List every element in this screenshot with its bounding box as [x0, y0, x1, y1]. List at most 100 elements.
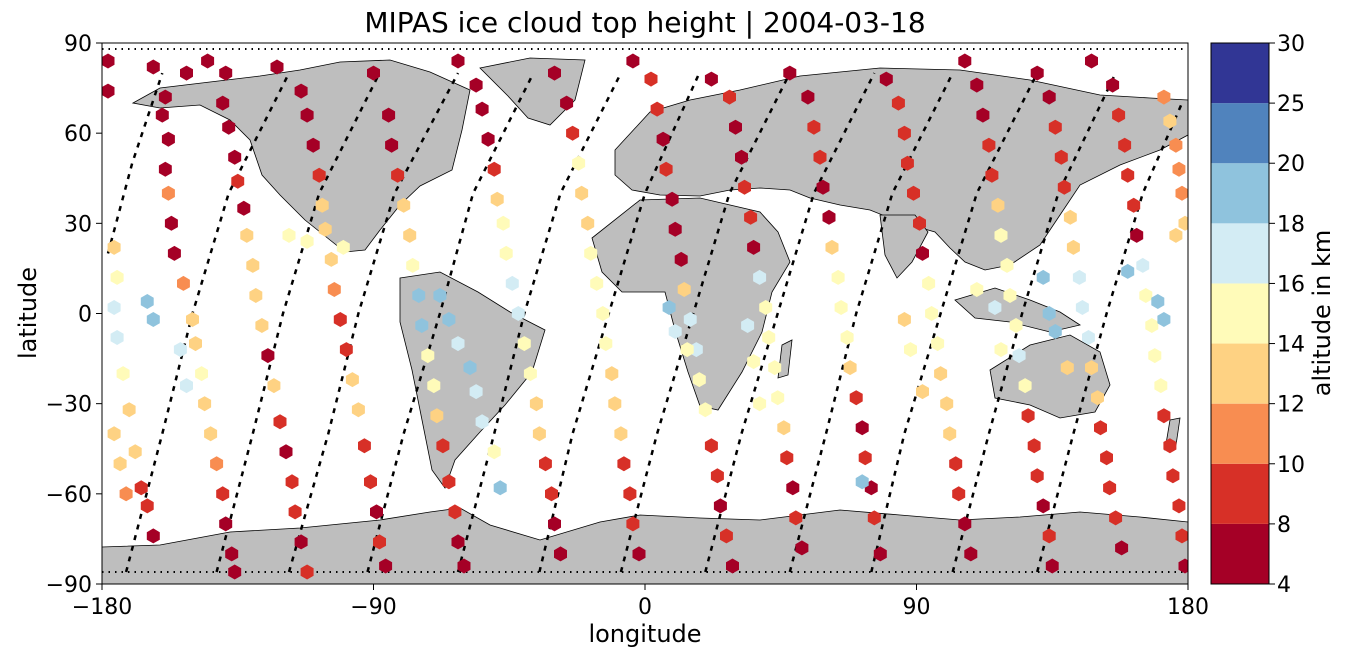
cloud-point — [1018, 378, 1032, 394]
cloud-point — [475, 414, 489, 430]
cloud-point — [333, 312, 347, 327]
cloud-point — [1175, 185, 1188, 201]
cloud-point — [146, 528, 160, 544]
cloud-point — [146, 59, 160, 75]
cloud-point — [1106, 77, 1120, 93]
cloud-point — [710, 468, 724, 484]
cloud-point — [140, 294, 154, 309]
cloud-point — [300, 107, 314, 123]
cloud-point — [575, 185, 589, 201]
cloud-point — [605, 366, 619, 382]
cloud-point — [1036, 269, 1050, 285]
cloud-point — [1042, 89, 1056, 105]
cloud-point — [873, 546, 887, 562]
cloud-point — [1082, 330, 1095, 345]
cloud-point — [584, 245, 598, 261]
cloud-point — [448, 504, 462, 520]
cloud-point — [315, 197, 329, 213]
cloud-point — [554, 546, 567, 562]
cloud-point — [294, 534, 308, 550]
cloud-points — [102, 53, 1188, 580]
cloud-point — [1072, 269, 1086, 285]
cloud-point — [493, 480, 507, 496]
orbit-track-8 — [788, 72, 954, 573]
cloud-point — [713, 498, 727, 514]
cloud-point — [849, 390, 863, 406]
cloud-point — [436, 438, 450, 454]
orbit-track-2 — [287, 72, 460, 573]
cloud-point — [738, 179, 751, 195]
cloud-point — [116, 366, 130, 382]
cloud-point — [922, 275, 936, 291]
cloud-point — [1060, 360, 1074, 376]
cloud-point — [831, 269, 845, 285]
cloud-point — [231, 173, 245, 189]
cloud-point — [481, 131, 495, 147]
cloud-point — [499, 245, 513, 261]
cloud-point — [370, 504, 383, 520]
cloud-point — [901, 155, 914, 171]
cloud-point — [373, 534, 386, 550]
cloud-point — [110, 330, 124, 345]
cloud-point — [855, 420, 869, 436]
colorbar-bin — [1211, 223, 1269, 284]
land-africa — [591, 197, 791, 411]
cloud-point — [590, 275, 604, 291]
cloud-point — [351, 402, 365, 418]
cloud-point — [1048, 119, 1062, 135]
cloud-point — [1094, 420, 1107, 436]
y-axis-label: latitude — [14, 267, 42, 359]
cloud-point — [146, 312, 160, 327]
cloud-point — [1145, 318, 1159, 333]
colorbar-tick-label: 4 — [1277, 573, 1291, 598]
cloud-point — [623, 486, 637, 502]
cloud-point — [614, 426, 628, 442]
cloud-point — [723, 89, 736, 105]
colorbar-tick-label: 14 — [1277, 333, 1305, 358]
cloud-point — [891, 95, 905, 111]
cloud-point — [1009, 318, 1023, 333]
cloud-point — [608, 396, 622, 412]
cloud-point — [768, 360, 782, 376]
cloud-point — [822, 209, 836, 225]
cloud-point — [985, 167, 999, 183]
cloud-point — [1054, 149, 1068, 165]
cloud-point — [970, 282, 984, 297]
cloud-point — [433, 288, 447, 303]
cloud-point — [741, 318, 755, 333]
cloud-point — [364, 474, 377, 490]
cloud-point — [1063, 209, 1077, 225]
cloud-point — [1075, 300, 1089, 315]
cloud-point — [222, 119, 236, 135]
orbit-track-7 — [704, 72, 876, 573]
cloud-point — [1042, 528, 1056, 544]
colorbar-tick-label: 18 — [1277, 212, 1305, 237]
cloud-point — [228, 564, 242, 580]
cloud-point — [1109, 510, 1123, 526]
cloud-point — [475, 101, 489, 117]
cloud-point — [560, 95, 574, 111]
cloud-point — [324, 251, 338, 267]
cloud-point — [1112, 107, 1126, 123]
cloud-point — [128, 444, 142, 460]
cloud-point — [548, 516, 561, 532]
cloud-point — [662, 300, 676, 315]
cloud-point — [134, 480, 148, 496]
cloud-point — [783, 65, 797, 81]
orbit-track-12 — [106, 72, 164, 254]
cloud-point — [825, 239, 839, 255]
cloud-point — [1148, 348, 1162, 364]
cloud-point — [916, 245, 929, 261]
cloud-point — [487, 161, 501, 177]
cloud-point — [771, 390, 785, 406]
cloud-point — [958, 516, 972, 532]
x-axis: −180 −90 0 90 180 — [72, 584, 1209, 620]
cloud-point — [186, 312, 199, 327]
chart-title: MIPAS ice cloud top height | 2004-03-18 — [364, 6, 925, 39]
cloud-point — [879, 71, 893, 87]
cloud-point — [237, 200, 251, 216]
cloud-point — [539, 456, 552, 472]
x-tick-label: −180 — [72, 595, 132, 620]
x-axis-label: longitude — [588, 620, 701, 648]
cloud-point — [1151, 294, 1165, 309]
